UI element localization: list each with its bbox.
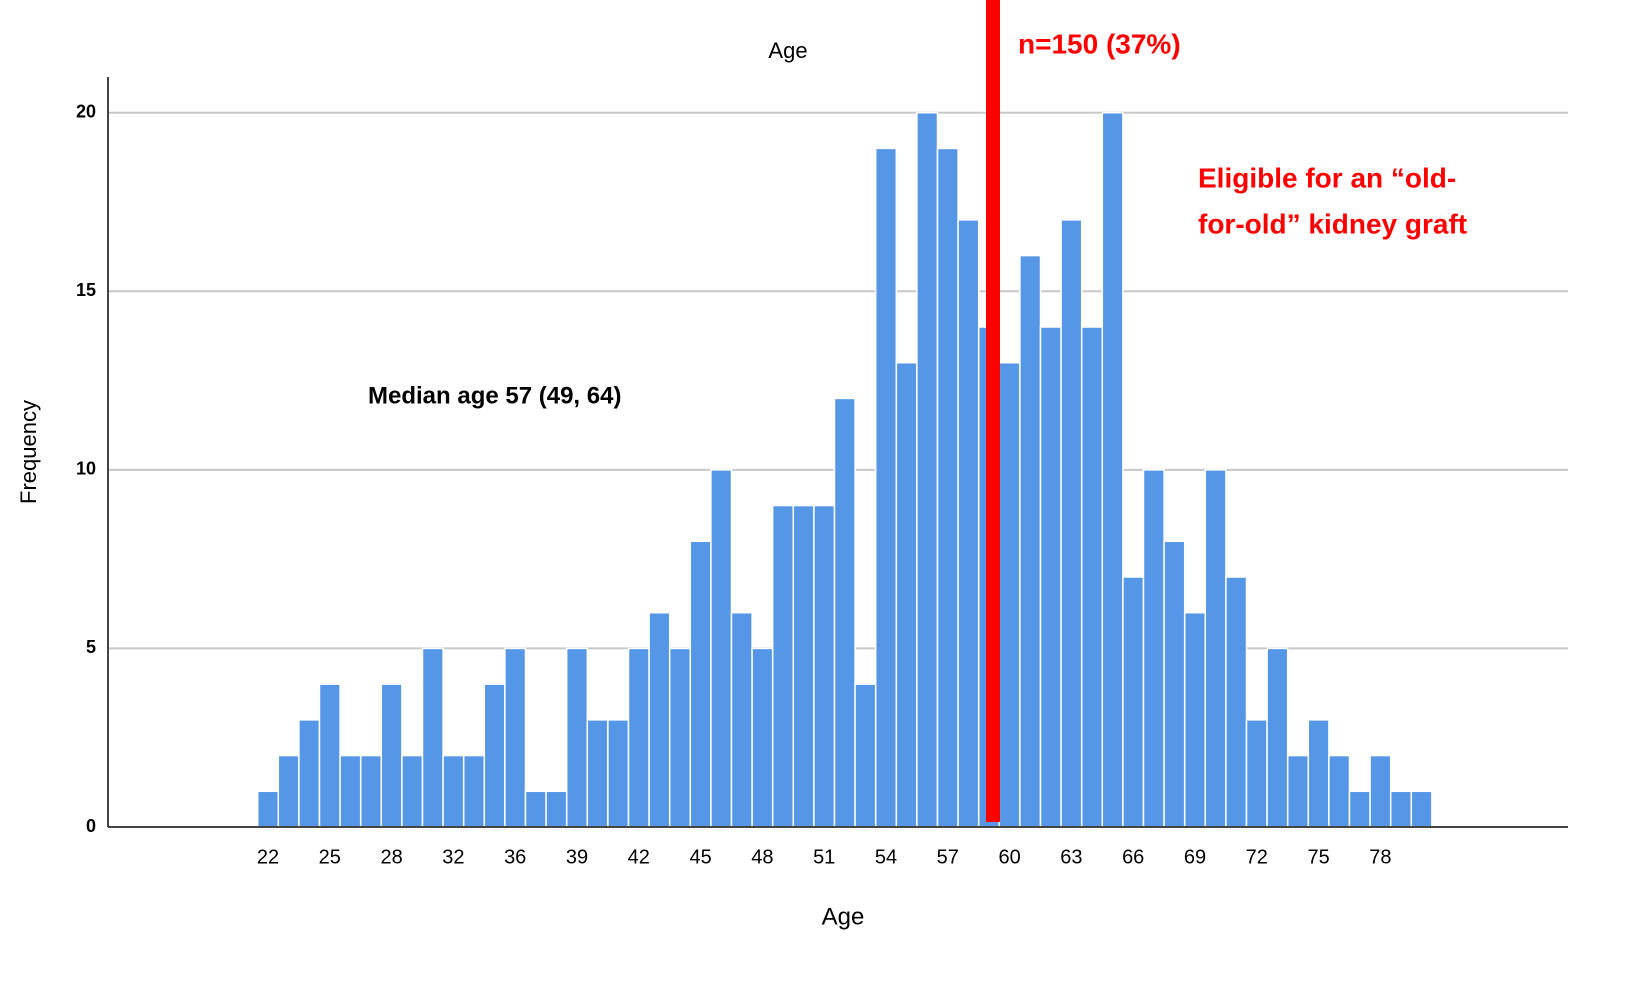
annotation: for-old” kidney graft [1198, 208, 1467, 239]
x-tick-label: 69 [1184, 846, 1206, 868]
bar [833, 397, 856, 828]
bar [277, 754, 300, 828]
bar [442, 754, 465, 828]
x-tick-label: 57 [937, 846, 959, 868]
bar [998, 361, 1021, 828]
bar [668, 647, 692, 828]
bar [936, 147, 959, 828]
bar [380, 683, 403, 828]
bar [339, 754, 362, 828]
x-tick-label: 78 [1369, 846, 1391, 868]
bar [1019, 254, 1042, 828]
y-tick-label: 10 [76, 459, 96, 479]
bar [545, 790, 568, 828]
bar [1142, 469, 1165, 828]
bar [1410, 790, 1433, 828]
bar [256, 790, 280, 828]
bar [586, 719, 609, 828]
x-tick-label: 42 [628, 846, 650, 868]
bar [1389, 790, 1413, 828]
bar [792, 504, 815, 828]
bar [421, 647, 444, 828]
annotation: Median age 57 (49, 64) [368, 382, 621, 409]
x-tick-label: 66 [1122, 846, 1144, 868]
bar [751, 647, 774, 828]
y-axis-label: Frequency [16, 400, 41, 504]
bar [1348, 790, 1371, 828]
bar [1369, 754, 1392, 828]
x-tick-label: 54 [875, 846, 897, 868]
bar [401, 754, 424, 828]
bar [648, 611, 671, 828]
bar [916, 111, 939, 828]
bar [1245, 719, 1268, 828]
x-tick-label: 75 [1307, 846, 1329, 868]
bar [1266, 647, 1289, 828]
x-tick-label: 28 [380, 846, 402, 868]
bar [298, 719, 321, 828]
x-tick-label: 51 [813, 846, 835, 868]
x-axis-label: Age [822, 903, 865, 930]
bar [771, 504, 795, 828]
bar [710, 469, 733, 828]
bar [730, 611, 753, 828]
bar [318, 683, 341, 828]
x-tick-label: 22 [257, 846, 279, 868]
x-tick-label: 45 [689, 846, 711, 868]
x-tick-label: 32 [442, 846, 464, 868]
bar [874, 147, 898, 828]
bar [1183, 611, 1207, 828]
bar [895, 361, 918, 828]
cutoff-line [986, 0, 1000, 822]
bar [462, 754, 486, 828]
bar [813, 504, 836, 828]
bar [1307, 719, 1330, 828]
bar [359, 754, 383, 828]
bar [1080, 326, 1104, 828]
bar [1163, 540, 1186, 828]
bar [607, 719, 630, 828]
bar [1286, 754, 1310, 828]
x-tick-label: 36 [504, 846, 526, 868]
chart-title: Age [768, 38, 807, 63]
x-tick-label: 63 [1060, 846, 1082, 868]
bar [1122, 576, 1145, 828]
bar [483, 683, 506, 828]
y-tick-label: 20 [76, 101, 96, 121]
bar [504, 647, 527, 828]
bar [1328, 754, 1351, 828]
bar [854, 683, 877, 828]
bar [565, 647, 589, 828]
bar [1204, 469, 1227, 828]
annotation: Eligible for an “old- [1198, 162, 1456, 193]
x-tick-label: 72 [1246, 846, 1268, 868]
bar [1060, 219, 1083, 828]
x-tick-label: 48 [751, 846, 773, 868]
bar [957, 219, 980, 828]
annotation: n=150 (37%) [1018, 28, 1181, 59]
bar [689, 540, 712, 828]
x-tick-label: 25 [319, 846, 341, 868]
bar [524, 790, 547, 828]
bar [1225, 576, 1248, 828]
y-tick-label: 5 [86, 637, 96, 657]
bar [1039, 326, 1062, 828]
x-tick-label: 60 [998, 846, 1020, 868]
bar [1101, 111, 1124, 828]
y-tick-label: 0 [86, 816, 96, 836]
bar [627, 647, 650, 828]
x-tick-label: 39 [566, 846, 588, 868]
y-tick-label: 15 [76, 280, 96, 300]
